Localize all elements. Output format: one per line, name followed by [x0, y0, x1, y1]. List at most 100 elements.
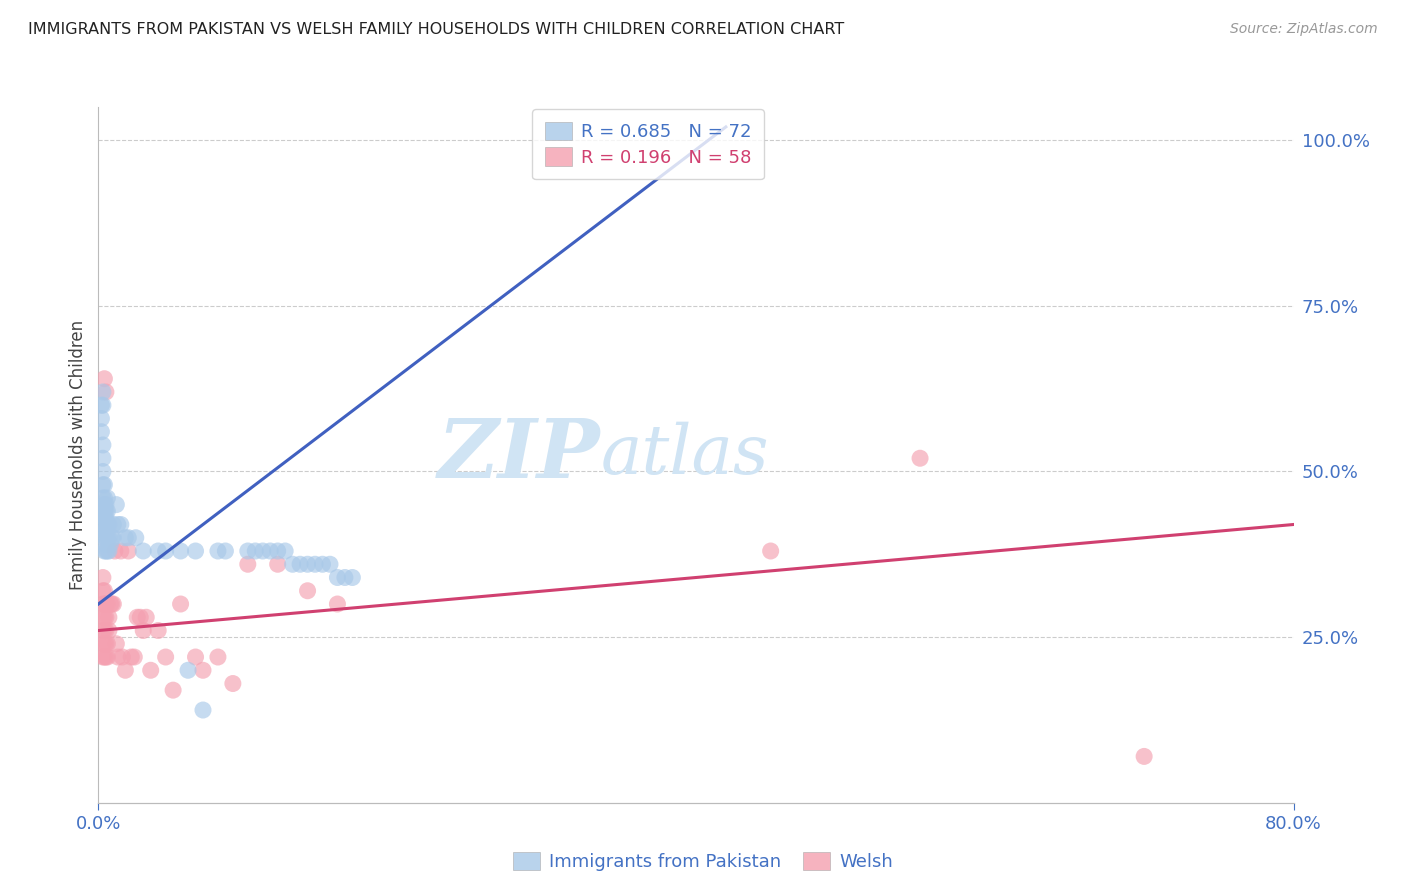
Point [93, 372, 115, 386]
Point [100, 597, 122, 611]
Point [245, 544, 267, 558]
Point [105, 637, 128, 651]
Point [91, 477, 114, 491]
Point [105, 498, 128, 512]
Point [311, 558, 333, 572]
Point [91, 451, 114, 466]
Point [96, 597, 118, 611]
Point [148, 624, 170, 638]
Point [93, 610, 115, 624]
Point [90, 411, 112, 425]
Point [1133, 749, 1156, 764]
Y-axis label: Family Households with Children: Family Households with Children [69, 320, 87, 590]
Point [326, 570, 349, 584]
Point [117, 544, 139, 558]
Text: IMMIGRANTS FROM PAKISTAN VS WELSH FAMILY HOUSEHOLDS WITH CHILDREN CORRELATION CH: IMMIGRANTS FROM PAKISTAN VS WELSH FAMILY… [28, 22, 845, 37]
Point [91, 637, 114, 651]
Point [117, 531, 139, 545]
Point [91, 504, 114, 518]
Point [93, 597, 115, 611]
Point [91, 398, 114, 412]
Point [326, 597, 349, 611]
Point [207, 544, 229, 558]
Point [91, 570, 114, 584]
Point [107, 517, 129, 532]
Point [97, 517, 120, 532]
Point [94, 597, 117, 611]
Point [139, 663, 162, 677]
Point [93, 524, 115, 538]
Point [91, 438, 114, 452]
Point [94, 524, 117, 538]
Point [97, 610, 120, 624]
Point [90, 398, 112, 412]
Point [207, 650, 229, 665]
Point [91, 465, 114, 479]
Point [342, 570, 364, 584]
Point [97, 544, 120, 558]
Point [252, 544, 274, 558]
Point [96, 517, 118, 532]
Point [91, 624, 114, 638]
Point [281, 558, 304, 572]
Legend: R = 0.685   N = 72, R = 0.196   N = 58: R = 0.685 N = 72, R = 0.196 N = 58 [533, 109, 763, 179]
Point [94, 537, 117, 551]
Point [90, 425, 112, 439]
Point [94, 650, 117, 665]
Point [91, 384, 114, 399]
Point [288, 558, 311, 572]
Point [94, 384, 117, 399]
Point [96, 650, 118, 665]
Point [129, 610, 152, 624]
Text: Source: ZipAtlas.com: Source: ZipAtlas.com [1230, 22, 1378, 37]
Point [759, 544, 782, 558]
Point [114, 531, 136, 545]
Point [97, 531, 120, 545]
Point [91, 491, 114, 505]
Point [184, 544, 207, 558]
Point [103, 517, 125, 532]
Point [93, 650, 115, 665]
Point [96, 504, 118, 518]
Point [135, 610, 157, 624]
Point [191, 663, 214, 677]
Point [120, 650, 142, 665]
Point [191, 703, 214, 717]
Point [162, 683, 184, 698]
Point [94, 637, 117, 651]
Point [127, 610, 149, 624]
Point [91, 610, 114, 624]
Point [236, 544, 259, 558]
Point [259, 544, 281, 558]
Point [97, 624, 120, 638]
Point [319, 558, 342, 572]
Point [91, 597, 114, 611]
Point [93, 637, 115, 651]
Point [132, 544, 155, 558]
Point [169, 544, 191, 558]
Point [96, 544, 118, 558]
Point [132, 624, 155, 638]
Point [304, 558, 326, 572]
Point [96, 531, 118, 545]
Text: atlas: atlas [600, 422, 769, 488]
Point [94, 624, 117, 638]
Point [94, 544, 117, 558]
Point [93, 531, 115, 545]
Point [236, 558, 259, 572]
Point [94, 511, 117, 525]
Point [103, 597, 125, 611]
Point [155, 650, 177, 665]
Point [297, 583, 319, 598]
Text: ZIP: ZIP [437, 415, 600, 495]
Point [110, 544, 132, 558]
Point [93, 498, 115, 512]
Point [93, 544, 115, 558]
Point [100, 537, 122, 551]
Point [222, 676, 245, 690]
Point [111, 650, 134, 665]
Point [93, 504, 115, 518]
Point [908, 451, 931, 466]
Point [93, 491, 115, 505]
Point [94, 504, 117, 518]
